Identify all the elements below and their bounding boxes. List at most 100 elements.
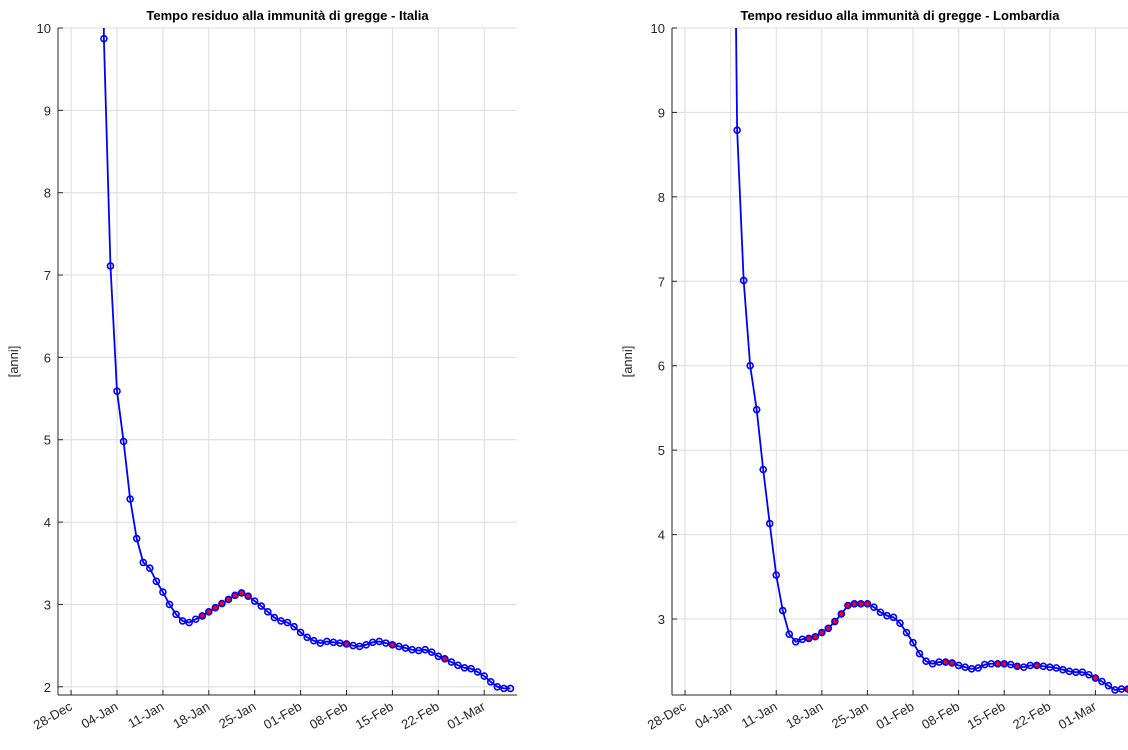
chart-0-point (427, 648, 436, 656)
chart-0-ytick-label: 7 (44, 268, 51, 283)
chart-1-point (1085, 670, 1093, 679)
chart-0-point-highlight (237, 589, 246, 597)
chart-1-point (954, 661, 963, 670)
chart-0-ytick-label: 6 (44, 350, 51, 365)
chart-1-point (739, 276, 748, 285)
chart-0-point (106, 262, 115, 270)
chart-0-point (467, 664, 475, 673)
chart-0-point (113, 387, 121, 395)
chart-0-xtick-label: 25-Jan (216, 699, 258, 732)
chart-0-point (264, 608, 272, 616)
chart-1-xtick-label: 25-Jan (829, 699, 871, 732)
chart-1-point-highlight (837, 610, 846, 618)
chart-1-point (870, 603, 878, 611)
chart-1-point-highlight (863, 600, 872, 608)
chart-0-point-highlight (441, 654, 449, 663)
chart-1-point (791, 638, 800, 646)
chart-0-point (375, 637, 384, 646)
chart-0-point (486, 678, 495, 686)
chart-0-xtick-label: 18-Jan (170, 699, 212, 732)
chart-0-ytick-label: 2 (44, 680, 51, 695)
chart-0-point (270, 613, 279, 622)
chart-1-ylabel: [anni] (620, 346, 635, 378)
chart-0-point-highlight (211, 603, 220, 612)
chart-1-point-highlight (1124, 685, 1128, 693)
chart-1-point-highlight (811, 632, 820, 641)
chart-1-point (889, 613, 898, 622)
chart-1-point (772, 571, 781, 579)
chart-1-point-highlight (831, 617, 839, 626)
chart-1-point-highlight (1091, 674, 1100, 682)
chart-1-point (1006, 660, 1015, 669)
chart-1-point-highlight (941, 658, 950, 666)
chart-1-point (1098, 677, 1106, 686)
chart-0-point (119, 437, 128, 446)
chart-0-xtick-label: 08-Feb (307, 699, 350, 733)
chart-0-ytick-label: 4 (44, 515, 51, 530)
chart-0-point (395, 642, 403, 651)
chart-1-point (974, 664, 982, 672)
chart-0-point-highlight (244, 592, 252, 600)
chart-0-point (185, 618, 193, 627)
chart-0-point (473, 668, 482, 676)
chart-1-point (961, 663, 969, 671)
chart-1-xtick-label: 11-Jan (739, 699, 780, 731)
chart-1-point (909, 638, 917, 647)
chart-1-point-highlight (1013, 662, 1022, 671)
chart-0-ytick-label: 3 (44, 597, 51, 612)
chart-0-point (447, 658, 456, 666)
chart-1-point (778, 606, 787, 615)
chart-0-point (480, 672, 489, 680)
chart-0-point-highlight (224, 595, 233, 604)
chart-0-ylabel: [anni] (6, 346, 21, 378)
chart-0-point-highlight (231, 591, 239, 600)
chart-0-point (159, 588, 167, 596)
chart-0-point (493, 682, 502, 691)
chart-1-ytick-label: 9 (658, 105, 665, 120)
chart-0-point (126, 495, 134, 503)
chart-0-point (191, 615, 200, 624)
chart-0-xtick-label: 01-Feb (261, 699, 304, 733)
chart-0-title: Tempo residuo alla immunità di gregge - … (146, 8, 429, 23)
chart-1-point-highlight (993, 659, 1002, 668)
chart-0-point (250, 597, 259, 605)
chart-0-ytick-label: 5 (44, 433, 51, 448)
chart-0-point (506, 684, 515, 693)
chart-0-xtick-label: 28-Dec (31, 698, 75, 732)
chart-0-point (283, 618, 292, 627)
chart-1-point (922, 657, 930, 666)
chart-1-xtick-label: 15-Feb (965, 699, 1008, 733)
chart-0-point (146, 564, 154, 572)
chart-1-point-highlight (844, 601, 852, 610)
chart-0-xtick-label: 11-Jan (125, 699, 166, 731)
chart-0-plot-area (100, 28, 515, 693)
chart-0-xtick-label: 22-Feb (399, 699, 442, 733)
chart-1-point (1078, 668, 1087, 677)
chart-1-point-highlight (1000, 659, 1009, 668)
chart-1-xtick-label: 04-Jan (692, 699, 734, 732)
chart-1-xtick-label: 08-Feb (919, 699, 962, 733)
chart-1-ytick-label: 10 (651, 21, 665, 36)
chart-1-point-highlight (818, 628, 826, 637)
chart-0-point (401, 644, 410, 652)
chart-1-point-highlight (824, 624, 833, 633)
chart-1-ytick-label: 7 (658, 274, 665, 289)
chart-1-point (1052, 664, 1061, 672)
chart-0-ytick-label: 10 (37, 21, 51, 36)
chart-0-xtick-label: 04-Jan (79, 699, 121, 732)
chart-0-point-highlight (205, 608, 213, 616)
chart-0-point (316, 639, 325, 647)
chart-1-xtick-label: 01-Feb (873, 699, 916, 733)
chart-1-point-highlight (1033, 661, 1041, 670)
chart-1-ytick-label: 5 (658, 443, 665, 458)
chart-1-point (1059, 665, 1067, 674)
chart-0-point (172, 610, 180, 619)
chart-0-point (100, 34, 108, 43)
chart-1-xtick-label: 22-Feb (1010, 699, 1053, 733)
chart-0-xtick-label: 01-Mar (445, 698, 489, 732)
chart-0-point-highlight (388, 640, 397, 649)
chart-0-point (296, 628, 305, 637)
